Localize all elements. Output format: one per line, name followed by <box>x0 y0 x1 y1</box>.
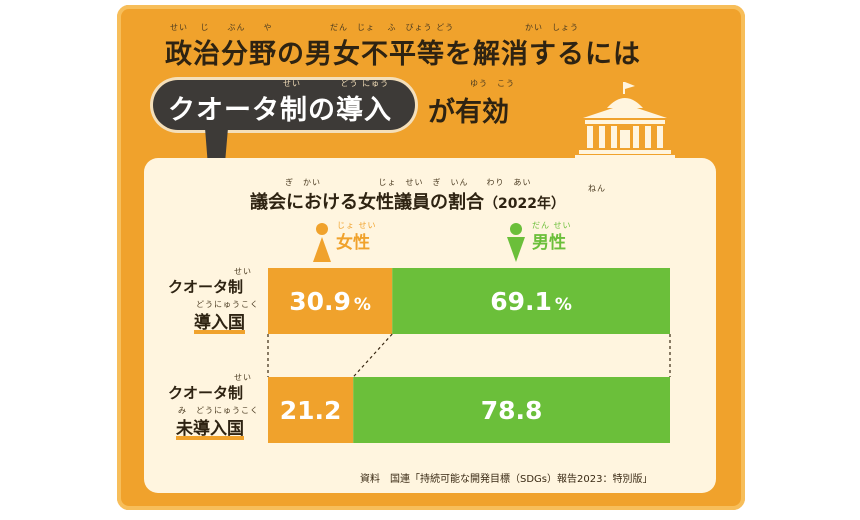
title-ruby-kaisho: かい しょう <box>525 23 579 32</box>
data-label-no-quota-male: 78.8 <box>481 396 543 425</box>
chart-title-ruby-nen: ねん <box>588 184 606 193</box>
connector-split <box>352 333 393 378</box>
data-label-quota-male: 69.1% <box>490 287 572 316</box>
row1-ruby-sei: せい <box>234 267 252 276</box>
data-label-no-quota-female: 21.2 <box>280 396 342 425</box>
row1-label-line2-text: 導入国 <box>194 313 245 333</box>
tail-ruby: ゆう こう <box>470 79 515 88</box>
legend-male: 男性 <box>532 233 566 253</box>
row2-label-line2-text: 未導入国 <box>176 419 244 439</box>
legend-female-ruby: じょ せい <box>337 221 377 230</box>
chart-title: 議会における女性議員の割合（2022年） <box>250 188 565 214</box>
chart-title-text: 議会における女性議員の割合 <box>250 192 484 213</box>
row2-label-line2: 未導入国 <box>176 414 244 439</box>
row1-label-line2: 導入国 <box>194 308 245 333</box>
bar-no-quota-female <box>268 377 354 443</box>
parliament-building-icon <box>575 82 675 160</box>
title-ruby-danjo: だん じょ ふ びょう どう <box>330 23 455 32</box>
chart-title-ruby: ぎ かい じょ せい ぎ いん わり あい <box>285 178 532 187</box>
bar-quota-male <box>392 268 670 334</box>
pill-ruby: せい どう にゅう <box>283 79 390 88</box>
chart-title-note: （2022年） <box>484 196 565 212</box>
bar-quota-female <box>268 268 393 334</box>
female-person-icon <box>313 223 331 262</box>
highlight-text: クオータ制の導入 <box>168 95 392 126</box>
headline-tail: が有効 <box>428 97 509 128</box>
bar-no-quota-male <box>353 377 670 443</box>
legend-male-ruby: だん せい <box>532 221 572 230</box>
row2-ruby-mi-donyu: み どうにゅうこく <box>178 406 259 415</box>
male-person-icon <box>507 223 525 262</box>
highlight-pill <box>153 80 415 130</box>
title-ruby-seiji: せい じ ぶん や <box>170 23 273 32</box>
row2-label-line1: クオータ制 <box>168 384 244 402</box>
headline: 政治分野の男女不平等を解消するには <box>165 39 641 70</box>
row1-ruby-donyu: どうにゅうこく <box>196 300 259 309</box>
row1-label-line1: クオータ制 <box>168 278 244 296</box>
legend-female: 女性 <box>336 233 370 253</box>
row2-ruby-sei: せい <box>234 373 252 382</box>
source-note: 資料 国連「持続可能な開発目標（SDGs）報告2023：特別版」 <box>360 474 653 485</box>
